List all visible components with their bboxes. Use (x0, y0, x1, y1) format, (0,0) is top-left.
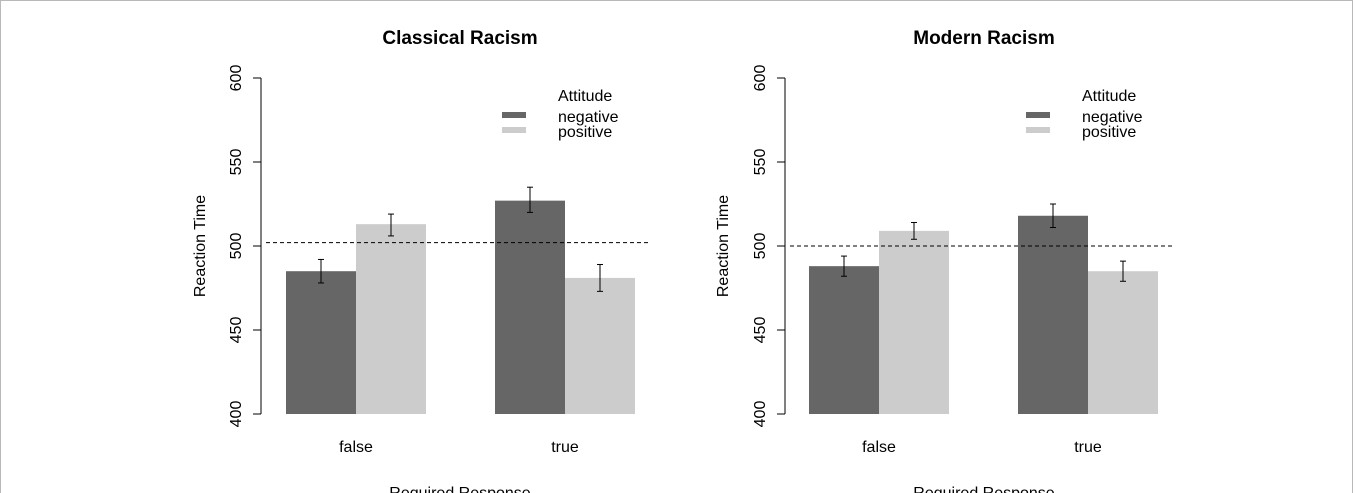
y-tick-label: 450 (228, 317, 245, 344)
x-category-label: true (551, 439, 579, 456)
y-tick-label: 450 (752, 317, 769, 344)
bar-negative-true (1018, 215, 1088, 414)
chart-panel-1: Classical Racism 400 450 500 550 600 Reaction … (192, 28, 650, 493)
x-axis-label: Required Response (913, 485, 1055, 493)
x-axis-label: Required Response (389, 485, 531, 493)
legend-swatch-positive (502, 127, 526, 133)
legend-title: Attitude (1082, 88, 1136, 105)
x-category-label: true (1074, 439, 1102, 456)
y-tick-label: 500 (228, 233, 245, 260)
y-tick-label: 400 (228, 401, 245, 428)
bar-negative-true (495, 200, 565, 414)
legend-label-positive: positive (558, 124, 612, 141)
y-tick-label: 600 (228, 65, 245, 92)
y-tick-label: 400 (752, 401, 769, 428)
y-tick-label: 500 (752, 233, 769, 260)
x-category-label: false (339, 439, 373, 456)
legend-swatch-negative (1026, 112, 1050, 118)
legend-swatch-negative (502, 112, 526, 118)
legend-swatch-positive (1026, 127, 1050, 133)
bar-positive-true (1088, 271, 1158, 414)
y-axis-label: Reaction Time (192, 195, 209, 297)
y-tick-label: 550 (228, 149, 245, 176)
bar-positive-true (565, 277, 635, 414)
chart-panel-2: Modern Racism 400 450 500 550 600 Reaction Tim… (715, 28, 1174, 493)
x-category-label: false (862, 439, 896, 456)
bar-negative-false (809, 266, 879, 414)
legend-label-negative: negative (1082, 109, 1143, 126)
legend-title: Attitude (558, 88, 612, 105)
chart-title: Modern Racism (913, 28, 1054, 49)
legend-label-negative: negative (558, 109, 619, 126)
y-tick-label: 550 (752, 149, 769, 176)
legend-label-positive: positive (1082, 124, 1136, 141)
bar-negative-false (286, 271, 356, 414)
bar-positive-false (879, 230, 949, 414)
chart-title: Classical Racism (382, 28, 537, 49)
y-tick-label: 600 (752, 65, 769, 92)
bar-positive-false (356, 224, 426, 414)
y-axis-label: Reaction Time (715, 195, 732, 297)
